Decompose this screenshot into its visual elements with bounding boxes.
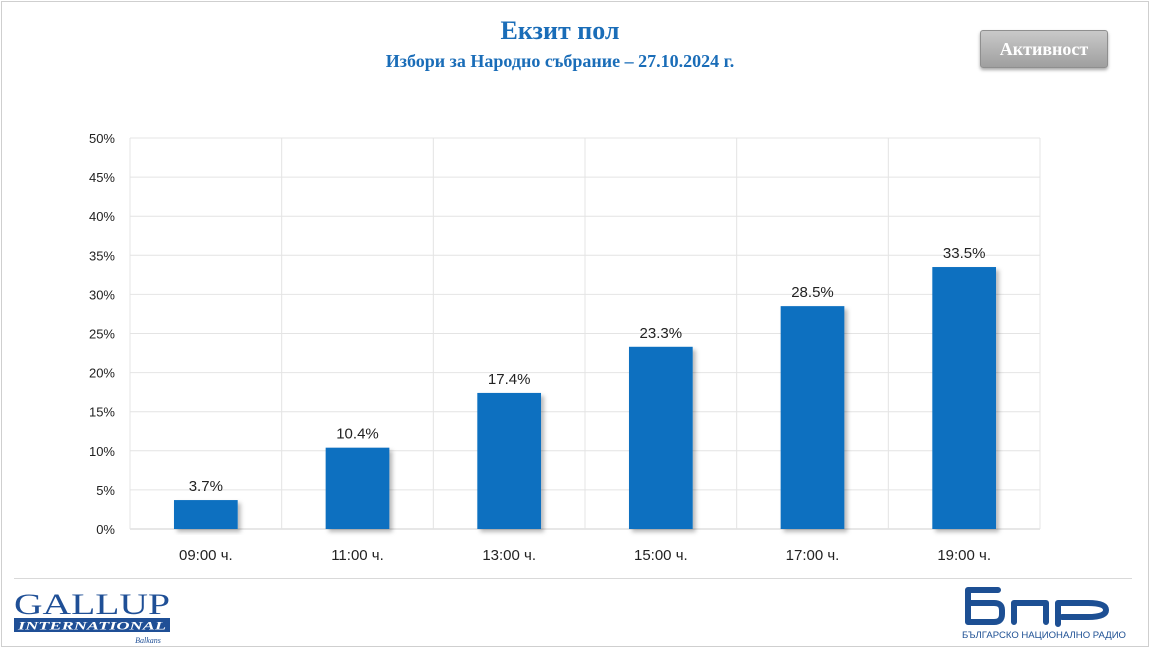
bnr-logo: БЪЛГАРСКО НАЦИОНАЛНО РАДИО	[962, 587, 1126, 640]
x-tick-label: 11:00 ч.	[331, 547, 384, 564]
footer-divider	[14, 578, 1132, 579]
y-tick-label: 30%	[89, 287, 115, 302]
bar	[932, 267, 997, 529]
chart-subtitle: Избори за Народно събрание – 27.10.2024 …	[385, 51, 735, 71]
y-tick-label: 50%	[89, 131, 115, 146]
y-tick-label: 10%	[89, 444, 115, 459]
bar	[325, 447, 390, 529]
y-tick-label: 0%	[96, 522, 115, 537]
data-label: 17.4%	[488, 371, 531, 388]
bar	[780, 306, 845, 529]
gallup-logo-subline: INTERNATIONAL	[16, 619, 166, 633]
data-label: 10.4%	[336, 426, 379, 443]
y-tick-label: 25%	[89, 327, 115, 342]
activity-button[interactable]: Активност	[980, 30, 1108, 68]
data-label: 23.3%	[640, 325, 683, 342]
data-label: 3.7%	[189, 478, 223, 495]
chart-title: Екзит пол	[500, 16, 620, 45]
gallup-logo-wordmark: GALLUP	[14, 588, 170, 621]
data-label: 28.5%	[791, 284, 834, 301]
bar	[173, 500, 238, 529]
gallup-logo-region: Balkans	[135, 636, 161, 645]
x-tick-label: 19:00 ч.	[937, 547, 991, 564]
bar	[477, 392, 542, 529]
y-tick-label: 5%	[96, 483, 115, 498]
y-tick-label: 20%	[89, 366, 115, 381]
y-tick-label: 40%	[89, 209, 115, 224]
data-label: 33.5%	[943, 245, 986, 262]
x-tick-label: 17:00 ч.	[786, 547, 840, 564]
y-tick-label: 15%	[89, 405, 115, 420]
y-tick-label: 45%	[89, 170, 115, 185]
bar	[628, 346, 693, 529]
x-tick-label: 13:00 ч.	[482, 547, 536, 564]
gallup-international-logo: GALLUP INTERNATIONAL Balkans	[14, 588, 170, 645]
x-tick-label: 15:00 ч.	[634, 547, 688, 564]
x-tick-label: 09:00 ч.	[179, 547, 233, 564]
y-tick-label: 35%	[89, 248, 115, 263]
bnr-logo-caption: БЪЛГАРСКО НАЦИОНАЛНО РАДИО	[962, 630, 1126, 640]
